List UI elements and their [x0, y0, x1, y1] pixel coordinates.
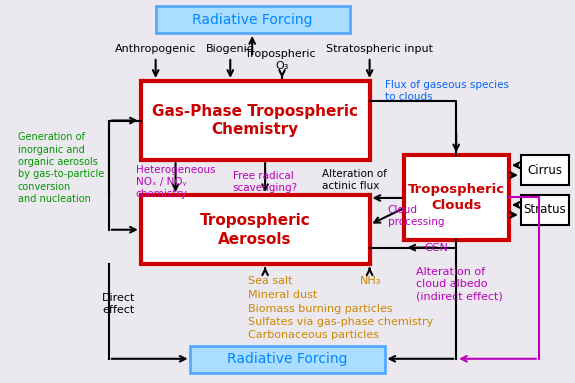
Text: Mineral dust: Mineral dust: [248, 290, 317, 300]
Text: Radiative Forcing: Radiative Forcing: [227, 352, 348, 366]
Text: Alteration of
actinic flux: Alteration of actinic flux: [322, 169, 387, 191]
Text: Alteration of
cloud albedo
(indirect effect): Alteration of cloud albedo (indirect eff…: [416, 267, 503, 302]
Text: Tropospheric: Tropospheric: [245, 49, 315, 59]
Text: Free radical
scavenging?: Free radical scavenging?: [232, 171, 298, 193]
Text: Heterogeneous
NOₓ / NOᵧ
chemistry: Heterogeneous NOₓ / NOᵧ chemistry: [136, 165, 216, 200]
Text: Radiative Forcing: Radiative Forcing: [193, 13, 313, 27]
Text: Direct
effect: Direct effect: [102, 293, 136, 315]
Text: O₃: O₃: [275, 61, 289, 71]
Text: Stratus: Stratus: [523, 203, 566, 216]
Text: Anthropogenic: Anthropogenic: [115, 44, 197, 54]
Text: Flux of gaseous species
to clouds: Flux of gaseous species to clouds: [385, 80, 508, 102]
Bar: [141, 81, 370, 160]
Text: Sea salt: Sea salt: [248, 277, 293, 286]
Text: Cloud
processing: Cloud processing: [388, 205, 444, 227]
Text: Tropospheric
Aerosols: Tropospheric Aerosols: [200, 213, 310, 247]
Text: Carbonaceous particles: Carbonaceous particles: [248, 330, 379, 340]
Bar: [141, 195, 370, 265]
Text: Biogenic: Biogenic: [206, 44, 254, 54]
Text: Gas-Phase Tropospheric
Chemistry: Gas-Phase Tropospheric Chemistry: [152, 104, 358, 137]
Text: Stratospheric input: Stratospheric input: [326, 44, 433, 54]
Text: Cirrus: Cirrus: [527, 164, 562, 177]
Bar: [521, 195, 569, 225]
Text: Sulfates via gas-phase chemistry: Sulfates via gas-phase chemistry: [248, 317, 434, 327]
Text: NH₃: NH₃: [359, 277, 381, 286]
Bar: [404, 155, 509, 240]
Text: Generation of
inorganic and
organic aerosols
by gas-to-particle
conversion
and n: Generation of inorganic and organic aero…: [18, 132, 104, 204]
Bar: [156, 7, 350, 33]
Text: CCN: CCN: [424, 242, 448, 253]
Text: Tropospheric
Clouds: Tropospheric Clouds: [408, 183, 505, 212]
Bar: [190, 346, 385, 373]
Bar: [521, 155, 569, 185]
Text: Biomass burning particles: Biomass burning particles: [248, 304, 393, 314]
